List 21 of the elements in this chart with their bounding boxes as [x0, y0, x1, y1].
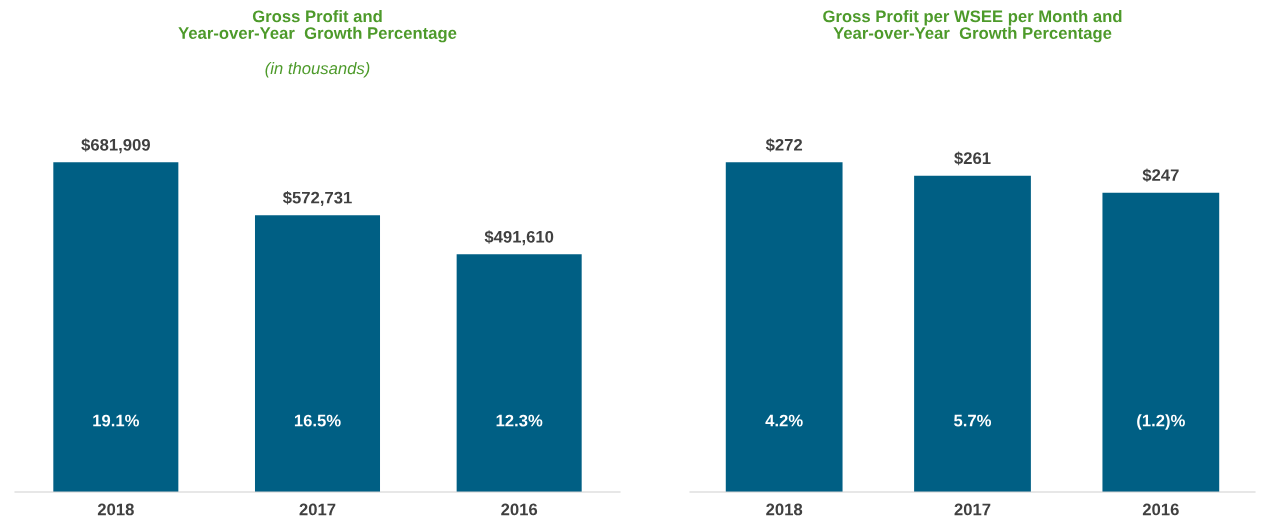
data-label: $261 — [954, 151, 991, 166]
data-label: $681,909 — [81, 138, 150, 154]
annotation: 4.2% — [765, 414, 803, 427]
annotation: 5.7% — [954, 414, 992, 427]
annotation: 16.5% — [294, 414, 341, 427]
x-tick-label: 2017 — [954, 503, 991, 516]
x-tick-label: 2017 — [299, 503, 336, 516]
data-label: $491,610 — [484, 230, 554, 246]
chart-title: Gross Profit and Year-over-Year Growth Percentage — [178, 10, 457, 43]
chart-title: Gross Profit per WSEE per Month and Year-over-Year Growth Percentage — [823, 10, 1122, 43]
x-tick-label: 2016 — [501, 503, 538, 516]
data-label: $572,731 — [282, 190, 352, 206]
x-tick-label: 2016 — [1142, 503, 1179, 516]
data-label: $272 — [765, 138, 803, 152]
annotation: (1.2)% — [1137, 414, 1185, 430]
chart-subtitle: (in thousands) — [265, 62, 370, 78]
annotation: 19.1% — [93, 414, 140, 427]
x-tick-label: 2018 — [97, 503, 134, 516]
x-tick-label: 2018 — [766, 503, 803, 516]
annotation: 12.3% — [496, 414, 543, 427]
data-label: $247 — [1142, 168, 1179, 183]
